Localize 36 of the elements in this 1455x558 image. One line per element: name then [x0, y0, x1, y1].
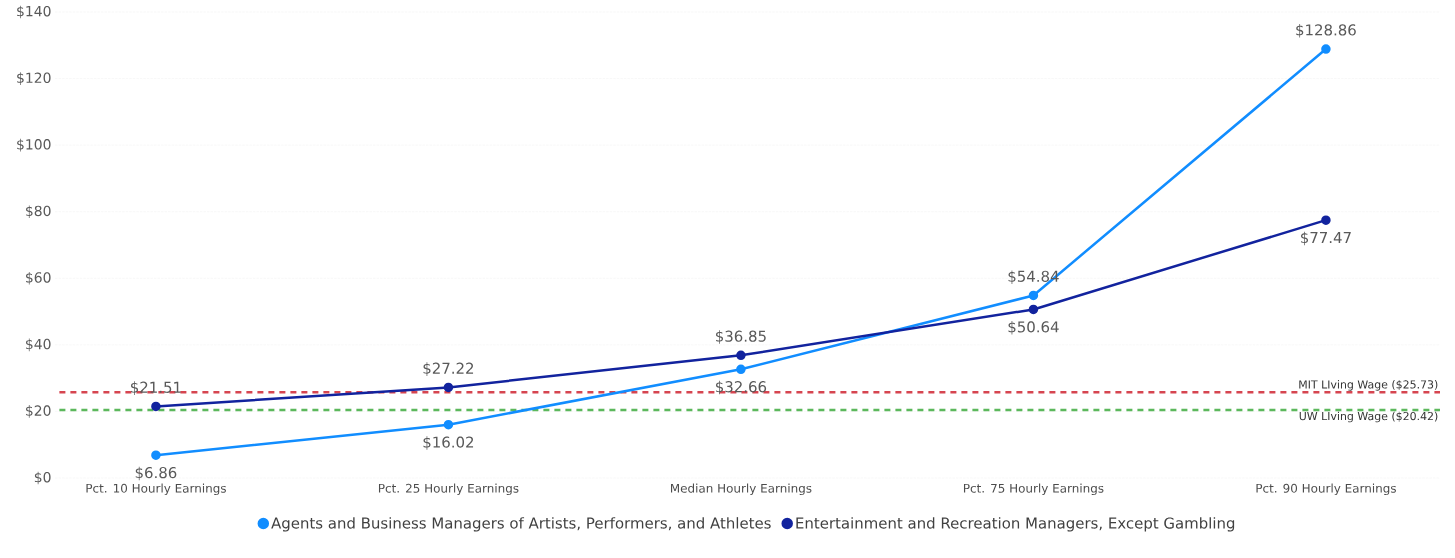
point — [736, 364, 746, 375]
y-tick-label: $0 — [34, 471, 51, 485]
x-tick-label: Median Hourly Earnings — [671, 483, 812, 496]
data-label: $27.22 — [423, 362, 474, 376]
point — [151, 450, 161, 460]
data-label: $32.66 — [716, 380, 767, 395]
point — [736, 350, 746, 361]
data-label: $77.47 — [1301, 231, 1351, 246]
data-label: $50.64 — [1008, 320, 1059, 335]
y-tick-label: $40 — [26, 338, 51, 352]
x-tick-label: Pct. 75 Hourly Earnings — [963, 483, 1104, 496]
data-label: $6.86 — [135, 466, 177, 481]
y-tick-label: $140 — [17, 5, 51, 19]
x-tick-label: Pct. 10 Hourly Earnings — [86, 483, 226, 496]
x-tick-label: Pct. 25 Hourly Earnings — [378, 483, 519, 496]
x-tick-label: Pct. 90 Hourly Earnings — [1256, 483, 1396, 496]
y-tick-label: $120 — [17, 72, 51, 85]
y-tick-label: $80 — [26, 205, 51, 219]
point — [1028, 290, 1039, 301]
point — [1028, 304, 1039, 315]
y-tick-label: $60 — [26, 271, 51, 285]
point — [1321, 215, 1331, 225]
data-label: $36.85 — [716, 330, 766, 344]
y-tick-label: $20 — [26, 405, 51, 418]
legend-label: Entertainment and Recreation Managers, Except Gambling — [796, 517, 1235, 532]
ref-line-label: UW LIving Wage ($20.42) — [1299, 411, 1438, 423]
point — [443, 419, 454, 430]
data-label: $21.51 — [131, 381, 181, 395]
point — [443, 382, 454, 393]
data-label: $16.02 — [423, 436, 474, 450]
ref-line-label: MIT LIving Wage ($25.73) — [1299, 380, 1438, 391]
legend-label: Agents and Business Managers of Artists, Performers, and Athletes — [271, 517, 771, 532]
point — [1321, 44, 1331, 54]
y-tick-label: $100 — [17, 138, 51, 152]
data-label: $128.86 — [1296, 24, 1356, 38]
point — [151, 401, 161, 412]
